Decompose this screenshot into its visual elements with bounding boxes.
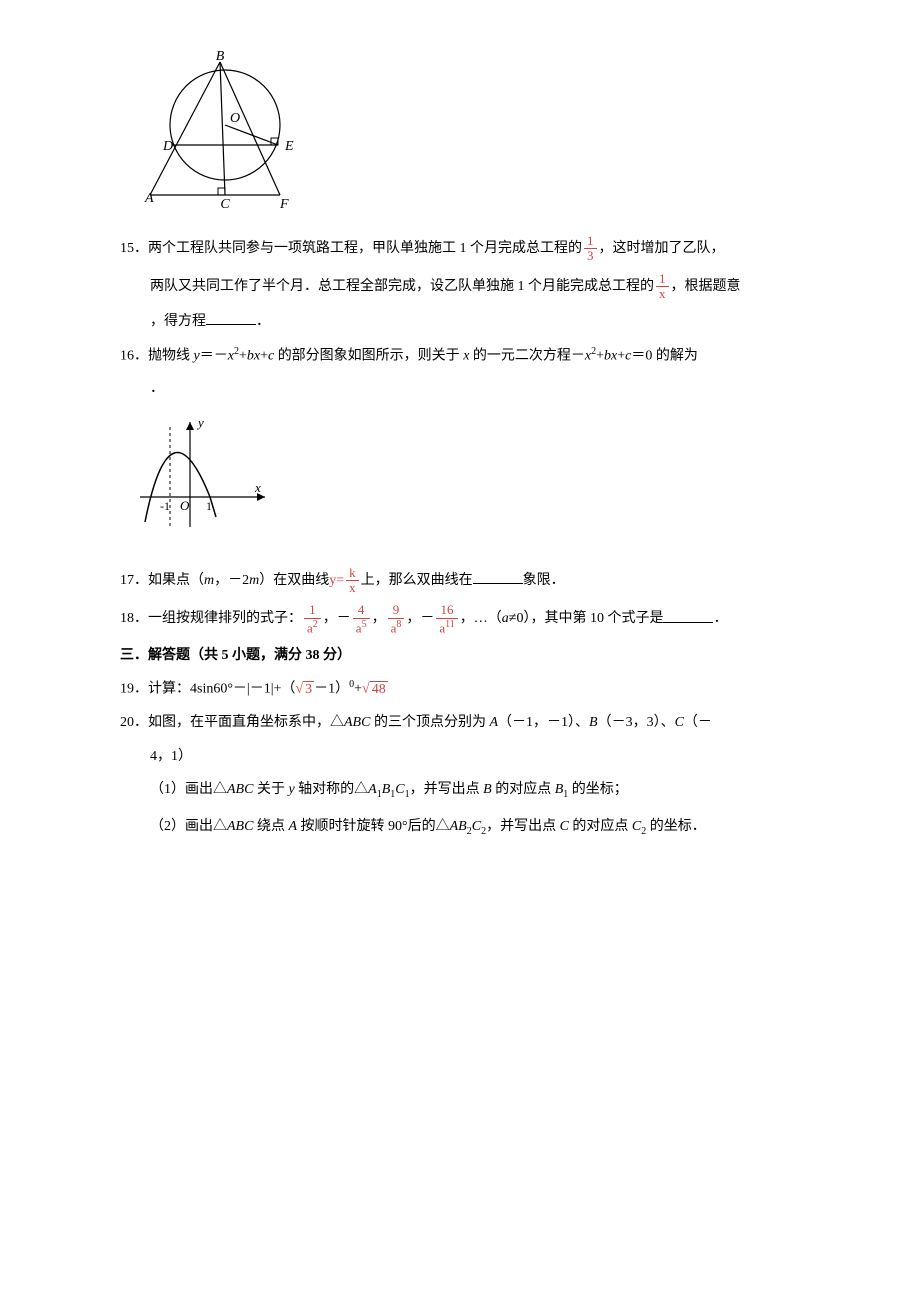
- figure-parabola: y x -1 O 1: [130, 412, 830, 551]
- fraction-4-a5: 4a5: [353, 603, 370, 635]
- question-18: 18．一组按规律排列的式子：1a2，－4a5，9a8，－16a11，…（a≠0）…: [120, 603, 830, 635]
- q15-num: 15: [120, 241, 134, 256]
- question-15: 15．两个工程队共同参与一项筑路工程，甲队单独施工 1 个月完成总工程的13，这…: [120, 234, 830, 264]
- svg-text:A: A: [144, 191, 154, 206]
- q20-line2: 4，1）: [120, 744, 830, 769]
- svg-text:O: O: [230, 111, 240, 126]
- svg-text:y: y: [196, 415, 204, 430]
- sqrt-3: √: [295, 682, 303, 697]
- q18-num: 18: [120, 612, 134, 627]
- svg-text:C: C: [220, 197, 230, 210]
- q15-line3: ，得方程．: [120, 309, 830, 334]
- q16-line2: ．: [120, 376, 830, 401]
- sqrt-48: √: [362, 682, 370, 697]
- blank-q17: [473, 568, 523, 584]
- fraction-1-3: 13: [584, 234, 597, 264]
- q20-num: 20: [120, 715, 134, 730]
- q20-sub1: （1）画出△ABC 关于 y 轴对称的△A1B1C1，并写出点 B 的对应点 B…: [120, 777, 830, 804]
- question-20: 20．如图，在平面直角坐标系中，△ABC 的三个顶点分别为 A（－1，－1）、B…: [120, 710, 830, 735]
- fraction-1-x: 1x: [656, 272, 669, 302]
- section-3-header: 三．解答题（共 5 小题，满分 38 分）: [120, 643, 830, 668]
- blank-q18: [663, 607, 713, 623]
- svg-text:B: B: [216, 50, 225, 64]
- q20-sub2: （2）画出△ABC 绕点 A 按顺时针旋转 90°后的△AB2C2，并写出点 C…: [120, 814, 830, 841]
- fraction-k-x: kx: [346, 566, 359, 596]
- q19-num: 19: [120, 682, 134, 697]
- svg-text:F: F: [279, 197, 289, 210]
- q16-num: 16: [120, 348, 134, 363]
- svg-text:O: O: [180, 498, 190, 513]
- q17-num: 17: [120, 573, 134, 588]
- svg-text:D: D: [162, 139, 173, 154]
- svg-text:-1: -1: [160, 499, 170, 513]
- figure-circle-geometry: B A C F D E O: [130, 50, 830, 219]
- question-19: 19．计算：4sin60°－|－1|+（√3－1）0+√48: [120, 676, 830, 702]
- fraction-1-a2: 1a2: [304, 603, 321, 635]
- svg-text:1: 1: [206, 499, 212, 513]
- svg-text:E: E: [284, 139, 294, 154]
- fraction-9-a8: 9a8: [388, 603, 405, 635]
- question-16: 16．抛物线 y＝－x2+bx+c 的部分图象如图所示，则关于 x 的一元二次方…: [120, 343, 830, 369]
- fraction-16-a11: 16a11: [436, 603, 457, 635]
- blank-q15: [206, 309, 256, 325]
- q15-line2: 两队又共同工作了半个月．总工程全部完成，设乙队单独施 1 个月能完成总工程的1x…: [120, 272, 830, 302]
- question-17: 17．如果点（m，－2m）在双曲线y=kx上，那么双曲线在象限．: [120, 566, 830, 596]
- svg-text:x: x: [254, 480, 261, 495]
